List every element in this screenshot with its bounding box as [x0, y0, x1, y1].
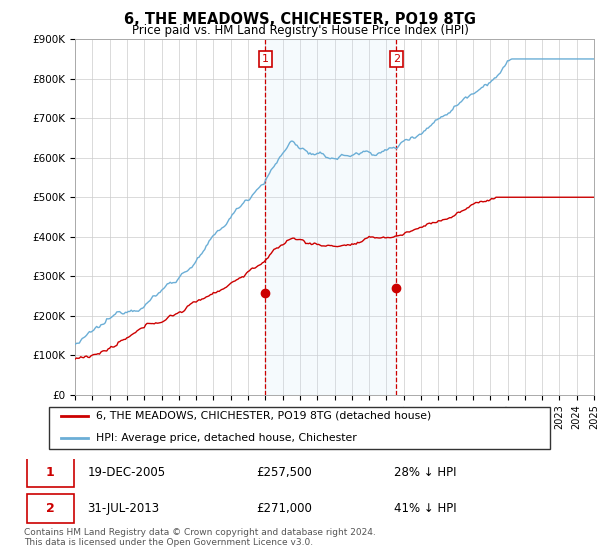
Text: Price paid vs. HM Land Registry's House Price Index (HPI): Price paid vs. HM Land Registry's House … — [131, 24, 469, 37]
Text: £257,500: £257,500 — [256, 466, 311, 479]
Text: 41% ↓ HPI: 41% ↓ HPI — [394, 502, 457, 515]
Text: 2: 2 — [46, 502, 55, 515]
FancyBboxPatch shape — [49, 407, 550, 449]
Text: HPI: Average price, detached house, Chichester: HPI: Average price, detached house, Chic… — [96, 433, 356, 443]
Text: 6, THE MEADOWS, CHICHESTER, PO19 8TG: 6, THE MEADOWS, CHICHESTER, PO19 8TG — [124, 12, 476, 27]
Text: 19-DEC-2005: 19-DEC-2005 — [88, 466, 166, 479]
Text: 31-JUL-2013: 31-JUL-2013 — [88, 502, 160, 515]
Text: 2: 2 — [393, 54, 400, 64]
Text: £271,000: £271,000 — [256, 502, 312, 515]
Bar — [265, 39, 397, 395]
Text: 1: 1 — [262, 54, 269, 64]
FancyBboxPatch shape — [27, 458, 74, 487]
Text: 1: 1 — [46, 466, 55, 479]
FancyBboxPatch shape — [27, 494, 74, 523]
Text: 6, THE MEADOWS, CHICHESTER, PO19 8TG (detached house): 6, THE MEADOWS, CHICHESTER, PO19 8TG (de… — [96, 411, 431, 421]
Text: Contains HM Land Registry data © Crown copyright and database right 2024.
This d: Contains HM Land Registry data © Crown c… — [24, 528, 376, 547]
Text: 28% ↓ HPI: 28% ↓ HPI — [394, 466, 457, 479]
